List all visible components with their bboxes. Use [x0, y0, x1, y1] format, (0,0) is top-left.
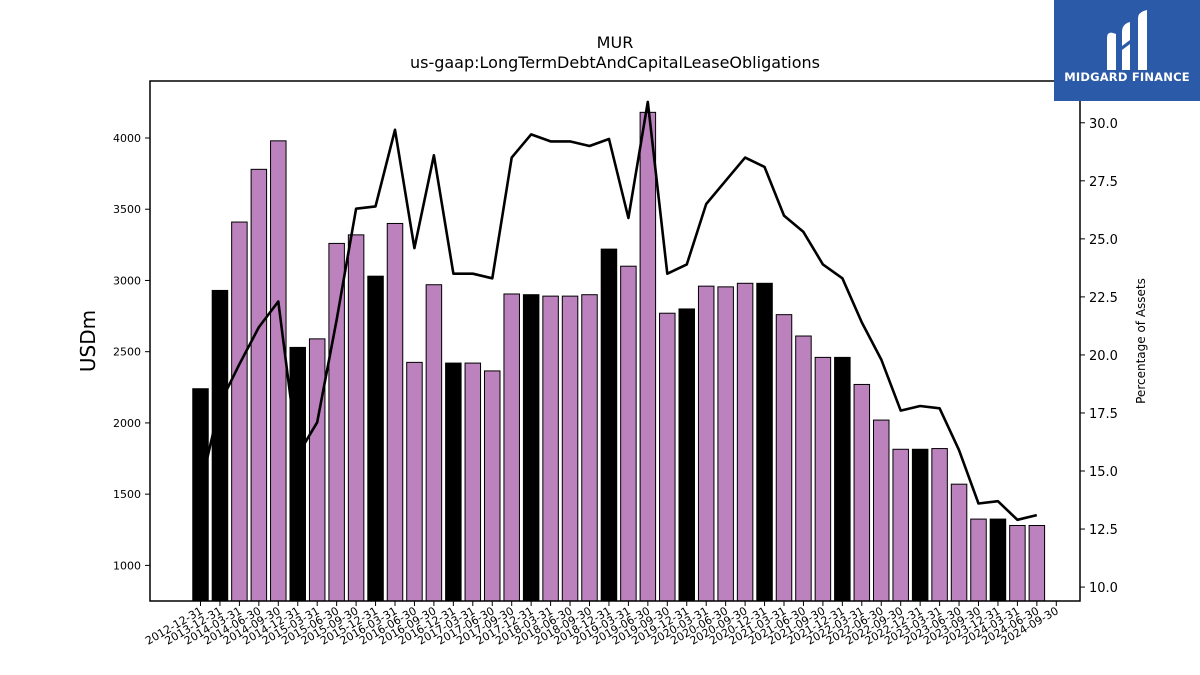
bar-2015-06-30	[328, 242, 345, 602]
y2-tick-label: 20.0	[1089, 349, 1118, 364]
logo-mark-icon	[1107, 10, 1147, 70]
bar-2018-03-31	[542, 295, 559, 602]
bar-2015-12-31	[367, 275, 384, 602]
bar-2021-03-31	[775, 314, 793, 602]
bar-2021-06-30	[795, 335, 812, 602]
bar-2018-12-31	[600, 248, 618, 602]
midgard-finance-logo: MIDGARD FINANCE	[1054, 0, 1200, 101]
bar-2013-12-31	[211, 289, 229, 602]
y-tick-label: 1000	[113, 559, 141, 572]
y2-tick-label: 17.5	[1089, 407, 1118, 422]
bar-2018-09-30	[581, 294, 598, 602]
bar-2012-12-31	[192, 388, 209, 602]
y2-tick-label: 10.0	[1089, 581, 1118, 596]
bar-2022-03-31	[853, 383, 871, 602]
bar-2020-09-30	[736, 282, 754, 602]
bar-2017-09-30	[503, 293, 520, 602]
y2-tick-label: 27.5	[1089, 175, 1118, 190]
bar-2023-12-31	[989, 518, 1007, 602]
bar-2014-06-30	[250, 168, 268, 602]
y-tick-label: 2500	[113, 346, 141, 359]
bar-2016-06-30	[406, 361, 423, 602]
y-axis-label: USDm	[76, 310, 100, 372]
bar-2023-03-31	[931, 448, 948, 602]
percentage-of-assets-line	[199, 100, 1038, 522]
y2-axis: 10.0 12.5 15.0 17.5 20.0 22.5 25.0 27.5 30.0	[1080, 117, 1118, 596]
bar-2017-06-30	[484, 370, 501, 602]
bar-2021-09-30	[814, 356, 832, 602]
bar-2023-06-30	[950, 483, 968, 602]
y2-tick-label: 25.0	[1089, 233, 1118, 248]
line-series	[199, 100, 1038, 522]
bar-2015-09-30	[347, 234, 365, 602]
bar-2016-03-31	[386, 222, 404, 602]
bar-2019-09-30	[659, 312, 676, 602]
chart-subtitle: us-gaap:LongTermDebtAndCapitalLeaseOblig…	[410, 53, 820, 72]
bar-2022-06-30	[873, 419, 890, 602]
plot-frame	[149, 80, 1081, 602]
y-tick-label: 2000	[113, 417, 141, 430]
bar-2014-09-30	[270, 140, 287, 602]
bar-2018-06-30	[561, 295, 579, 602]
bar-2016-12-31	[445, 362, 462, 602]
y-axis: 1000 1500 2000 2500 3000 3500 4000	[113, 132, 150, 572]
bar-2019-12-31	[678, 308, 695, 602]
bar-2017-03-31	[464, 362, 482, 602]
bar-2015-03-31	[308, 338, 326, 602]
chart-title: MUR	[597, 33, 634, 52]
bar-series	[192, 111, 1046, 602]
bar-2021-12-31	[834, 356, 851, 602]
y2-tick-label: 12.5	[1089, 523, 1118, 538]
bar-2016-09-30	[425, 284, 443, 602]
bar-2014-12-31	[289, 346, 306, 602]
bar-2022-09-30	[892, 448, 909, 602]
bar-2024-06-30	[1028, 524, 1046, 602]
y2-tick-label: 30.0	[1089, 117, 1118, 132]
bar-2023-09-30	[970, 518, 987, 602]
bar-2020-06-30	[717, 286, 734, 602]
y-tick-label: 1500	[113, 488, 141, 501]
bar-2022-12-31	[911, 448, 929, 602]
bar-2020-03-31	[697, 285, 715, 602]
y-tick-label: 3000	[113, 274, 141, 287]
y2-tick-label: 22.5	[1089, 291, 1118, 306]
y2-axis-label: Percentage of Assets	[1134, 278, 1148, 404]
y2-tick-label: 15.0	[1089, 465, 1118, 480]
x-axis: 2012-12-312013-12-312014-03-312014-06-30…	[143, 601, 1061, 648]
bar-2019-03-31	[620, 265, 637, 602]
y-tick-label: 4000	[113, 132, 141, 145]
bar-2019-06-30	[639, 111, 657, 602]
bar-2024-03-31	[1009, 524, 1026, 602]
y-tick-label: 3500	[113, 203, 141, 216]
bar-2017-12-31	[522, 294, 540, 602]
bar-2020-12-31	[756, 282, 773, 602]
bar-2014-03-31	[231, 221, 248, 602]
logo-text: MIDGARD FINANCE	[1064, 70, 1190, 84]
